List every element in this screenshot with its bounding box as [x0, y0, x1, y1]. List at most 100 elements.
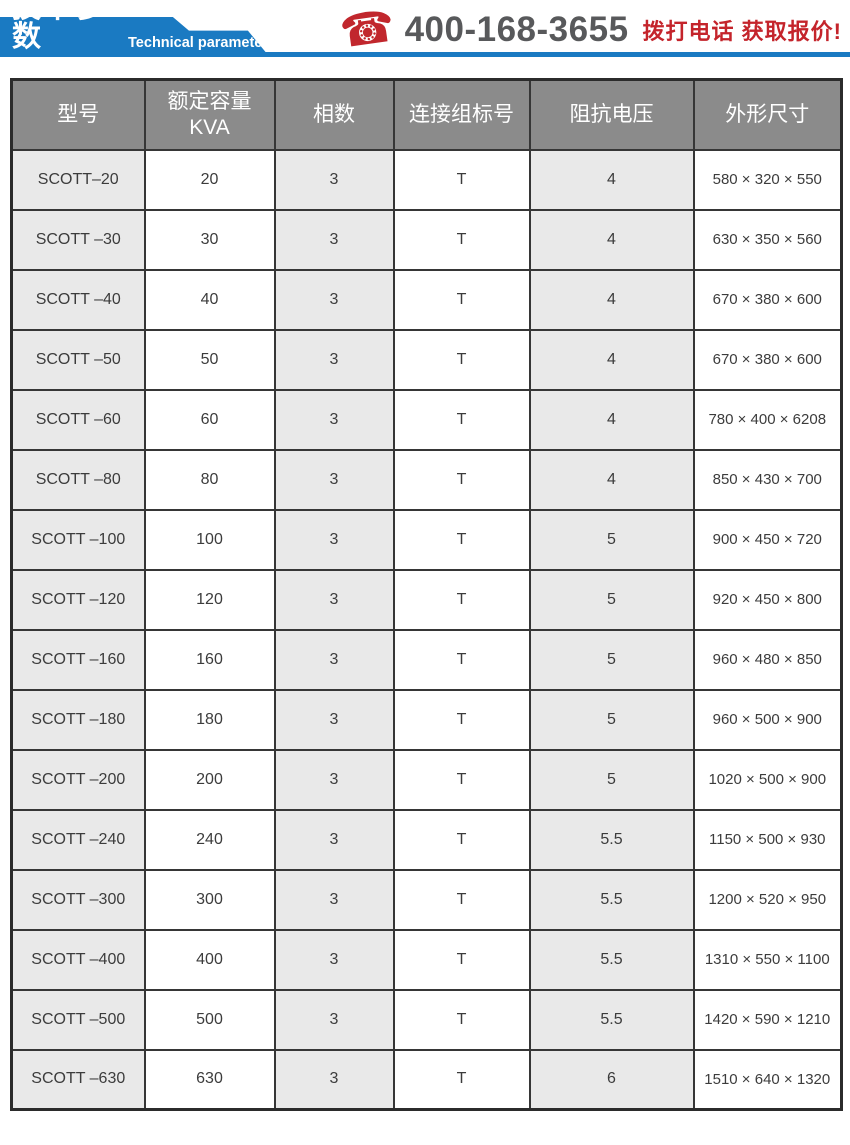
table-cell: 30	[143, 208, 276, 271]
table-row: SCOTT –30 30 3 T 4 630 × 350 × 560	[10, 208, 843, 271]
table-cell: 200	[143, 748, 276, 811]
table-cell: SCOTT –60	[10, 388, 146, 451]
table-cell: 3	[273, 328, 395, 391]
top-banner: 技术参数 Technical parameter ☎ 400-168-3655 …	[0, 0, 850, 62]
table-cell: 4	[528, 148, 695, 211]
table-cell: 920 × 450 × 800	[692, 568, 843, 631]
table-cell: 5	[528, 688, 695, 751]
table-cell: T	[392, 1048, 531, 1111]
table-row: SCOTT –240 240 3 T 5.5 1150 × 500 × 930	[10, 808, 843, 871]
table-cell: 1020 × 500 × 900	[692, 748, 843, 811]
table-cell: 50	[143, 328, 276, 391]
table-row: SCOTT –200 200 3 T 5 1020 × 500 × 900	[10, 748, 843, 811]
title-ribbon: 技术参数 Technical parameter	[0, 17, 268, 55]
table-cell: 960 × 480 × 850	[692, 628, 843, 691]
table-cell: 5.5	[528, 988, 695, 1051]
table-cell: 5	[528, 628, 695, 691]
table-cell: 400	[143, 928, 276, 991]
table-row: SCOTT –160 160 3 T 5 960 × 480 × 850	[10, 628, 843, 691]
column-header: 相数	[273, 78, 395, 151]
table-cell: T	[392, 148, 531, 211]
table-row: SCOTT –400 400 3 T 5.5 1310 × 550 × 1100	[10, 928, 843, 991]
call-cta-text: 拨打电话 获取报价!	[642, 19, 842, 44]
table-cell: 5	[528, 508, 695, 571]
table-cell: 1200 × 520 × 950	[692, 868, 843, 931]
table-row: SCOTT –100 100 3 T 5 900 × 450 × 720	[10, 508, 843, 571]
table-cell: 4	[528, 448, 695, 511]
table-cell: SCOTT –180	[10, 688, 146, 751]
column-header: 外形尺寸	[692, 78, 843, 151]
table-cell: 5.5	[528, 928, 695, 991]
table-cell: SCOTT –500	[10, 988, 146, 1051]
table-cell: 160	[143, 628, 276, 691]
table-cell: T	[392, 328, 531, 391]
table-cell: 3	[273, 148, 395, 211]
phone-number[interactable]: 400-168-3655	[404, 10, 629, 49]
table-row: SCOTT–20 20 3 T 4 580 × 320 × 550	[10, 148, 843, 211]
table-cell: 850 × 430 × 700	[692, 448, 843, 511]
table-cell: 670 × 380 × 600	[692, 268, 843, 331]
table-row: SCOTT –500 500 3 T 5.5 1420 × 590 × 1210	[10, 988, 843, 1051]
table-row: SCOTT –120 120 3 T 5 920 × 450 × 800	[10, 568, 843, 631]
table-row: SCOTT –300 300 3 T 5.5 1200 × 520 × 950	[10, 868, 843, 931]
table-row: SCOTT –50 50 3 T 4 670 × 380 × 600	[10, 328, 843, 391]
phone-contact: ☎ 400-168-3655 拨打电话 获取报价!	[337, 1, 842, 57]
table-cell: T	[392, 268, 531, 331]
table-cell: SCOTT –100	[10, 508, 146, 571]
table-cell: SCOTT –50	[10, 328, 146, 391]
table-row: SCOTT –80 80 3 T 4 850 × 430 × 700	[10, 448, 843, 511]
table-cell: 780 × 400 × 6208	[692, 388, 843, 451]
table-cell: 1510 × 640 × 1320	[692, 1048, 843, 1111]
table-cell: 4	[528, 328, 695, 391]
table-cell: 3	[273, 928, 395, 991]
table-cell: 5	[528, 748, 695, 811]
table-cell: 60	[143, 388, 276, 451]
table-cell: 3	[273, 628, 395, 691]
table-cell: 900 × 450 × 720	[692, 508, 843, 571]
table-cell: 20	[143, 148, 276, 211]
table-cell: T	[392, 868, 531, 931]
table-cell: T	[392, 808, 531, 871]
table-cell: SCOTT –630	[10, 1048, 146, 1111]
table-cell: 630 × 350 × 560	[692, 208, 843, 271]
column-header: 额定容量 KVA	[143, 78, 276, 151]
table-cell: 3	[273, 568, 395, 631]
table-cell: 960 × 500 × 900	[692, 688, 843, 751]
table-cell: T	[392, 688, 531, 751]
table-cell: 630	[143, 1048, 276, 1111]
table-cell: SCOTT –40	[10, 268, 146, 331]
table-cell: SCOTT –30	[10, 208, 146, 271]
page-title: 技术参数	[12, 0, 106, 53]
table-cell: SCOTT –240	[10, 808, 146, 871]
table-cell: 4	[528, 208, 695, 271]
table-cell: SCOTT–20	[10, 148, 146, 211]
table-cell: 3	[273, 808, 395, 871]
table-row: SCOTT –630 630 3 T 6 1510 × 640 × 1320	[10, 1048, 843, 1111]
table-cell: 3	[273, 508, 395, 571]
table-row: SCOTT –60 60 3 T 4 780 × 400 × 6208	[10, 388, 843, 451]
banner-underline	[0, 52, 850, 57]
telephone-icon: ☎	[336, 1, 398, 58]
table-cell: 4	[528, 268, 695, 331]
column-header: 连接组标号	[392, 78, 531, 151]
table-cell: 240	[143, 808, 276, 871]
table-cell: SCOTT –120	[10, 568, 146, 631]
table-cell: 1310 × 550 × 1100	[692, 928, 843, 991]
table-cell: SCOTT –160	[10, 628, 146, 691]
table-cell: 3	[273, 988, 395, 1051]
table-cell: 1150 × 500 × 930	[692, 808, 843, 871]
table-cell: T	[392, 568, 531, 631]
table-row: SCOTT –40 40 3 T 4 670 × 380 × 600	[10, 268, 843, 331]
table-cell: 580 × 320 × 550	[692, 148, 843, 211]
table-cell: 100	[143, 508, 276, 571]
table-cell: SCOTT –300	[10, 868, 146, 931]
table-cell: 670 × 380 × 600	[692, 328, 843, 391]
table-cell: 3	[273, 748, 395, 811]
table-cell: T	[392, 928, 531, 991]
table-cell: 3	[273, 388, 395, 451]
table-cell: 5.5	[528, 868, 695, 931]
table-cell: 80	[143, 448, 276, 511]
table-cell: 1420 × 590 × 1210	[692, 988, 843, 1051]
page-subtitle: Technical parameter	[128, 34, 268, 51]
